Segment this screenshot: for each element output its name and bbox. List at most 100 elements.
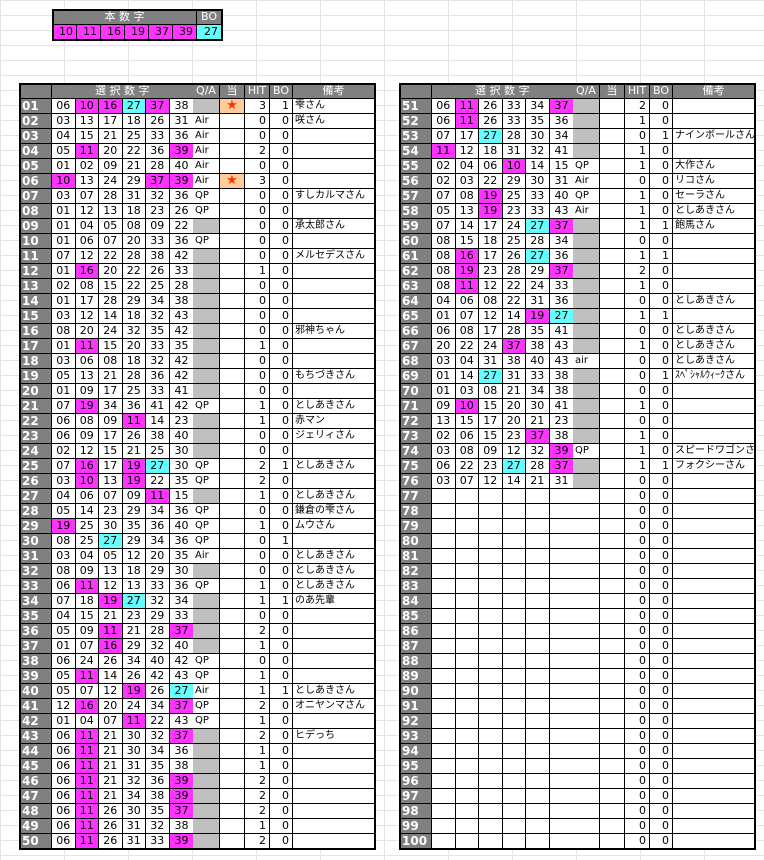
number-cell: 28 bbox=[99, 189, 123, 204]
mark-cell bbox=[220, 549, 245, 564]
number-cell: 38 bbox=[549, 429, 575, 444]
hit-cell: 0 bbox=[625, 129, 650, 144]
row-number: 02 bbox=[20, 114, 52, 129]
number-cell bbox=[479, 624, 503, 639]
number-cell: 27 bbox=[146, 459, 170, 474]
number-cell: 15 bbox=[75, 609, 99, 624]
number-cell: 28 bbox=[502, 264, 526, 279]
number-cell bbox=[502, 834, 526, 849]
hit-cell: 1 bbox=[245, 414, 270, 429]
row-number: 16 bbox=[20, 324, 52, 339]
qa-cell: QP bbox=[193, 699, 220, 714]
number-cell: 06 bbox=[52, 579, 76, 594]
bo-cell: 0 bbox=[650, 324, 673, 339]
number-cell: 28 bbox=[526, 459, 550, 474]
number-cell: 38 bbox=[146, 429, 170, 444]
number-cell: 14 bbox=[99, 669, 123, 684]
mark-cell bbox=[600, 504, 625, 519]
number-cell bbox=[479, 804, 503, 819]
number-cell: 15 bbox=[455, 414, 479, 429]
number-cell: 18 bbox=[122, 564, 146, 579]
number-cell bbox=[549, 489, 575, 504]
mark-cell bbox=[220, 339, 245, 354]
number-cell bbox=[502, 684, 526, 699]
number-cell: 25 bbox=[75, 519, 99, 534]
number-cell bbox=[455, 579, 479, 594]
number-cell: 37 bbox=[146, 99, 170, 114]
number-cell: 25 bbox=[502, 234, 526, 249]
bo-cell: 0 bbox=[650, 639, 673, 654]
number-cell: 33 bbox=[146, 234, 170, 249]
hit-cell: 0 bbox=[245, 549, 270, 564]
number-cell: 31 bbox=[122, 189, 146, 204]
number-cell: 01 bbox=[52, 204, 76, 219]
number-cell: 08 bbox=[432, 234, 456, 249]
number-cell bbox=[526, 594, 550, 609]
hit-cell: 0 bbox=[625, 504, 650, 519]
mark-cell bbox=[220, 564, 245, 579]
bo-cell: 0 bbox=[270, 444, 293, 459]
qa-cell bbox=[193, 219, 220, 234]
mark-cell bbox=[220, 819, 245, 834]
number-cell: 08 bbox=[75, 279, 99, 294]
number-cell bbox=[432, 549, 456, 564]
number-cell: 25 bbox=[146, 444, 170, 459]
number-cell: 07 bbox=[75, 189, 99, 204]
number-cell: 11 bbox=[75, 804, 99, 819]
number-cell bbox=[502, 549, 526, 564]
note-cell bbox=[293, 744, 375, 759]
row-number: 76 bbox=[400, 474, 432, 489]
bo-cell: 0 bbox=[650, 234, 673, 249]
hit-cell: 0 bbox=[245, 534, 270, 549]
row-number: 27 bbox=[20, 489, 52, 504]
row-number: 82 bbox=[400, 564, 432, 579]
number-cell: 28 bbox=[146, 624, 170, 639]
row-number: 37 bbox=[20, 639, 52, 654]
bo-cell: 0 bbox=[270, 804, 293, 819]
bo-cell: 0 bbox=[650, 429, 673, 444]
hit-cell: 2 bbox=[245, 474, 270, 489]
qa-cell: Air bbox=[193, 159, 220, 174]
number-cell: 26 bbox=[99, 834, 123, 849]
number-cell: 28 bbox=[99, 294, 123, 309]
mark-cell bbox=[220, 654, 245, 669]
note-cell: としあきさん bbox=[673, 294, 755, 309]
row-number: 09 bbox=[20, 219, 52, 234]
hit-cell: 0 bbox=[625, 324, 650, 339]
number-cell: 06 bbox=[75, 354, 99, 369]
number-cell: 20 bbox=[99, 144, 123, 159]
qa-cell bbox=[193, 744, 220, 759]
hit-cell: 1 bbox=[625, 459, 650, 474]
qa-cell bbox=[573, 144, 600, 159]
number-cell: 21 bbox=[99, 744, 123, 759]
number-cell bbox=[502, 594, 526, 609]
number-cell: 30 bbox=[122, 744, 146, 759]
number-cell: 21 bbox=[526, 474, 550, 489]
number-cell: 04 bbox=[75, 219, 99, 234]
row-number: 91 bbox=[400, 699, 432, 714]
number-cell: 12 bbox=[479, 279, 503, 294]
mark-cell bbox=[600, 609, 625, 624]
row-number: 23 bbox=[20, 429, 52, 444]
row-number: 28 bbox=[20, 504, 52, 519]
bo-cell: 0 bbox=[270, 714, 293, 729]
mark-cell bbox=[600, 249, 625, 264]
qa-cell bbox=[573, 474, 600, 489]
mark-cell bbox=[600, 624, 625, 639]
hit-cell: 0 bbox=[625, 669, 650, 684]
number-cell: 09 bbox=[432, 399, 456, 414]
number-cell: 36 bbox=[122, 399, 146, 414]
number-cell: 15 bbox=[479, 429, 503, 444]
qa-cell bbox=[573, 714, 600, 729]
number-cell: 08 bbox=[52, 564, 76, 579]
hit-cell: 1 bbox=[245, 264, 270, 279]
note-cell bbox=[673, 729, 755, 744]
number-cell: 07 bbox=[99, 714, 123, 729]
mark-cell bbox=[220, 114, 245, 129]
qa-cell bbox=[573, 579, 600, 594]
number-cell bbox=[432, 684, 456, 699]
hit-cell: 0 bbox=[625, 624, 650, 639]
number-cell: 42 bbox=[169, 654, 195, 669]
main-number: 11 bbox=[77, 25, 101, 40]
note-cell bbox=[673, 609, 755, 624]
